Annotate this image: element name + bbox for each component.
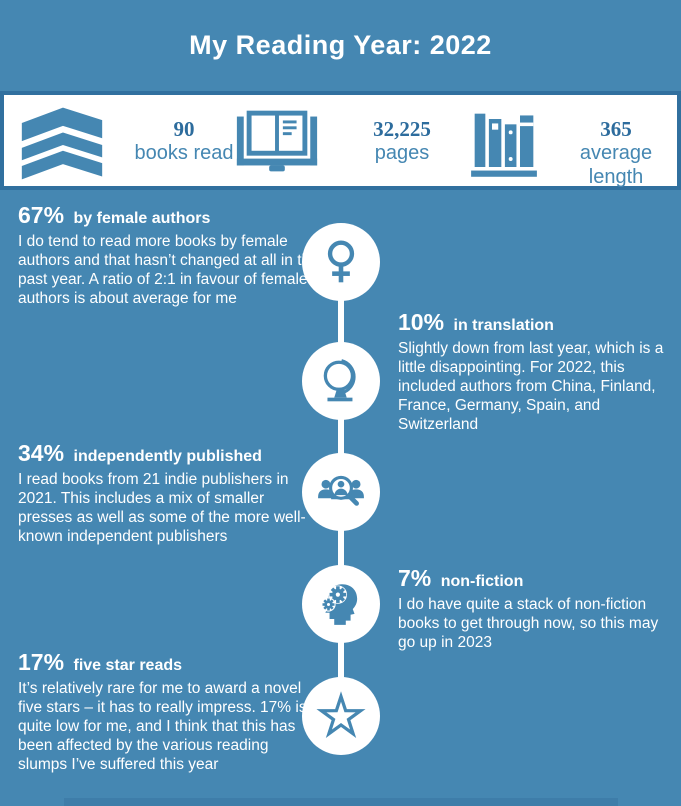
percent-value: 10% [398,309,445,335]
stat-label: books read [134,142,234,164]
stat-pages: 32,225 pages [342,117,462,165]
stat-value: 90 [173,117,195,141]
timeline-node-translation [302,342,380,420]
timeline-node-female-authors [302,223,380,301]
star-icon [315,690,367,742]
page-title: My Reading Year: 2022 [189,30,492,60]
section-five-star: 17% five star reads It’s relatively rare… [18,649,320,774]
bookshelf-icon [464,103,544,183]
section-translation: 10% in translation Slightly down from la… [398,309,676,434]
timeline-node-indie-published [302,453,380,531]
section-heading: 10% in translation [398,309,676,336]
section-female-authors: 67% by female authors I do tend to read … [18,202,320,308]
section-heading: 34% independently published [18,440,320,467]
globe-icon [316,356,366,406]
people-search-icon [316,467,366,517]
female-symbol-icon [316,237,366,287]
section-body: I do have quite a stack of non-fiction b… [398,596,659,651]
books-stack-icon [10,100,114,188]
stat-value: 365 [600,117,632,141]
stat-value: 32,225 [373,117,431,141]
percent-value: 34% [18,440,65,466]
section-heading: 17% five star reads [18,649,320,676]
section-heading: 7% non-fiction [398,565,676,592]
header: My Reading Year: 2022 [0,0,681,91]
footer-bar [64,798,618,806]
stat-label: pages [374,142,430,164]
percent-title: non-fiction [440,573,524,590]
percent-value: 7% [398,565,432,591]
percent-value: 17% [18,649,65,675]
section-non-fiction: 7% non-fiction I do have quite a stack o… [398,565,676,652]
open-book-icon [232,104,322,178]
head-gears-icon [316,579,366,629]
stat-label: average length [579,142,653,188]
stats-bar: 90 books read [0,91,681,190]
section-body: Slightly down from last year, which is a… [398,340,664,433]
section-body: I read books from 21 indie publishers in… [18,471,306,545]
percent-title: five star reads [73,657,183,674]
section-indie-published: 34% independently published I read books… [18,440,320,546]
timeline-node-non-fiction [302,565,380,643]
timeline-node-five-star [302,677,380,755]
percent-title: in translation [453,317,554,334]
stat-books-read: 90 books read [122,117,246,165]
section-body: I do tend to read more books by female a… [18,233,319,307]
stat-average-length: 365 average length [550,117,681,189]
section-heading: 67% by female authors [18,202,320,229]
percent-value: 67% [18,202,65,228]
section-body: It’s relatively rare for me to award a n… [18,680,307,773]
percent-title: by female authors [73,210,211,227]
percent-title: independently published [73,448,262,465]
